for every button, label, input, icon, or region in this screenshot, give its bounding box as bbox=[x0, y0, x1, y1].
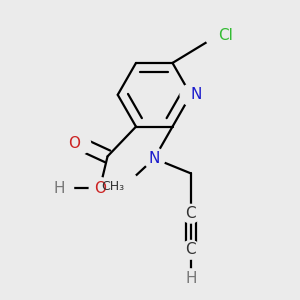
Text: H: H bbox=[185, 271, 196, 286]
Circle shape bbox=[110, 171, 140, 201]
Circle shape bbox=[89, 178, 110, 199]
Text: C: C bbox=[185, 206, 196, 221]
Circle shape bbox=[182, 204, 200, 223]
Circle shape bbox=[57, 180, 74, 197]
Circle shape bbox=[182, 240, 200, 259]
Text: N: N bbox=[148, 151, 160, 166]
Text: Cl: Cl bbox=[218, 28, 233, 43]
Text: C: C bbox=[185, 242, 196, 257]
Text: CH₃: CH₃ bbox=[101, 180, 124, 193]
Circle shape bbox=[69, 133, 91, 154]
Circle shape bbox=[180, 84, 201, 105]
Circle shape bbox=[205, 22, 231, 48]
Text: H: H bbox=[54, 181, 65, 196]
Circle shape bbox=[144, 148, 165, 169]
Circle shape bbox=[182, 269, 200, 288]
Text: O: O bbox=[68, 136, 80, 151]
Text: O: O bbox=[94, 181, 106, 196]
Text: N: N bbox=[191, 87, 202, 102]
